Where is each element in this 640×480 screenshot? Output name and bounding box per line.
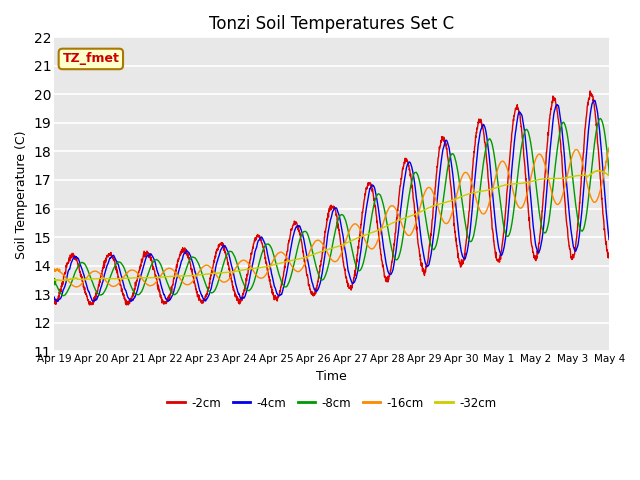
Legend: -2cm, -4cm, -8cm, -16cm, -32cm: -2cm, -4cm, -8cm, -16cm, -32cm [163, 392, 501, 414]
Title: Tonzi Soil Temperatures Set C: Tonzi Soil Temperatures Set C [209, 15, 454, 33]
Text: TZ_fmet: TZ_fmet [63, 52, 119, 65]
X-axis label: Time: Time [316, 370, 347, 383]
Y-axis label: Soil Temperature (C): Soil Temperature (C) [15, 130, 28, 259]
